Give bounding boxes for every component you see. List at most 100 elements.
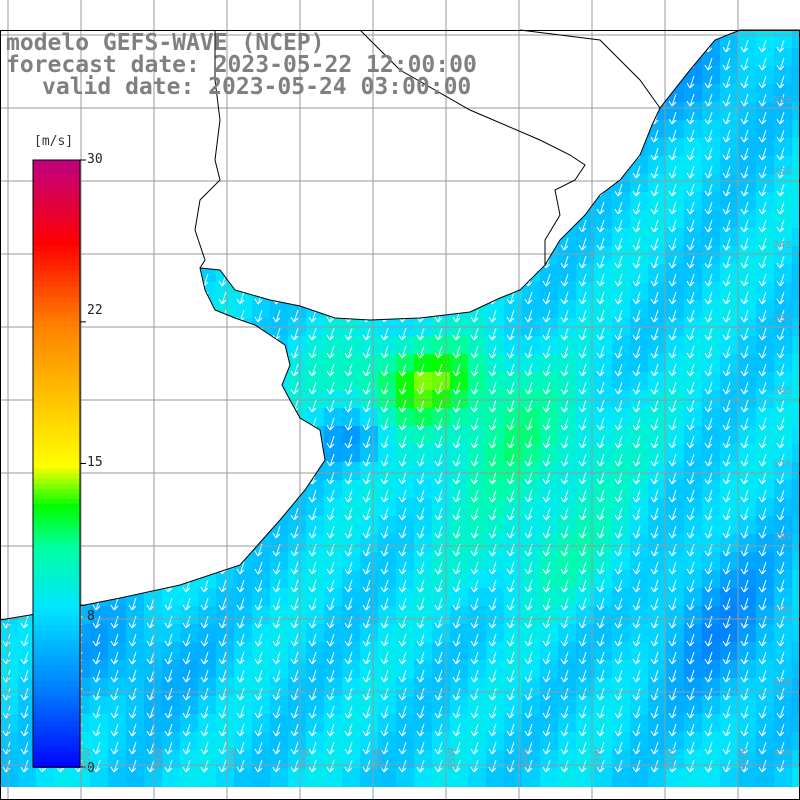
- wind-arrow: [776, 129, 785, 143]
- wind-cell: [252, 660, 271, 679]
- colorbar-segment: [33, 640, 80, 647]
- wind-cell: [468, 498, 487, 517]
- wind-arrow: [488, 381, 497, 395]
- wind-cell: [612, 426, 631, 445]
- wind-arrow: [380, 633, 389, 647]
- wind-arrow: [614, 417, 623, 431]
- wind-arrow: [488, 651, 497, 665]
- wind-arrow: [146, 345, 155, 359]
- wind-cell: [522, 480, 541, 499]
- wind-arrow: [650, 741, 659, 755]
- wind-arrow: [182, 291, 191, 305]
- wind-arrow: [344, 561, 353, 575]
- wind-arrow: [632, 201, 641, 215]
- wind-arrow: [362, 345, 371, 359]
- wind-arrow: [236, 741, 245, 755]
- wind-arrow: [668, 525, 677, 539]
- wind-cell: [234, 282, 253, 301]
- wind-arrow: [254, 471, 263, 485]
- wind-arrow: [20, 561, 29, 575]
- wind-arrow: [758, 309, 767, 323]
- wind-cell: [612, 300, 631, 319]
- wind-cell: [576, 660, 595, 679]
- wind-cell: [630, 570, 649, 589]
- wind-cell: [594, 192, 613, 211]
- wind-arrow: [326, 219, 335, 233]
- wind-cell: [414, 498, 433, 517]
- wind-arrow: [542, 471, 551, 485]
- wind-arrow: [650, 57, 659, 71]
- wind-arrow: [146, 237, 155, 251]
- wind-cell: [288, 264, 307, 283]
- wind-arrow: [416, 651, 425, 665]
- wind-cell: [594, 174, 613, 193]
- wind-arrow: [254, 723, 263, 737]
- wind-cell: [702, 696, 721, 715]
- wind-cell: [504, 282, 523, 301]
- wind-arrow: [704, 75, 713, 89]
- colorbar-segment: [33, 756, 80, 763]
- lat-label: 38S: [772, 532, 792, 543]
- wind-arrow: [542, 579, 551, 593]
- wind-arrow: [704, 147, 713, 161]
- wind-arrow: [524, 111, 533, 125]
- wind-arrow: [578, 687, 587, 701]
- wind-cell: [540, 66, 559, 85]
- wind-arrow: [20, 435, 29, 449]
- wind-cell: [396, 264, 415, 283]
- wind-arrow: [272, 183, 281, 197]
- wind-cell: [666, 156, 685, 175]
- wind-cell: [504, 714, 523, 733]
- wind-arrow: [344, 129, 353, 143]
- wind-cell: [684, 426, 703, 445]
- wind-cell: [270, 174, 289, 193]
- wind-cell: [270, 750, 289, 769]
- wind-cell: [522, 66, 541, 85]
- wind-arrow: [686, 597, 695, 611]
- wind-cell: [324, 228, 343, 247]
- wind-cell: [540, 534, 559, 553]
- wind-cell: [270, 570, 289, 589]
- wind-cell: [648, 714, 667, 733]
- wind-arrow: [776, 471, 785, 485]
- wind-cell: [378, 642, 397, 661]
- wind-arrow: [218, 741, 227, 755]
- wind-arrow: [146, 435, 155, 449]
- wind-cell: [486, 264, 505, 283]
- wind-cell: [360, 714, 379, 733]
- wind-arrow: [164, 453, 173, 467]
- wind-arrow: [758, 165, 767, 179]
- wind-arrow: [290, 615, 299, 629]
- wind-arrow: [182, 615, 191, 629]
- colorbar-segment: [33, 286, 80, 293]
- wind-cell: [630, 642, 649, 661]
- wind-cell: [198, 336, 217, 355]
- wind-cell: [324, 300, 343, 319]
- wind-arrow: [488, 309, 497, 323]
- wind-arrow: [758, 111, 767, 125]
- wind-arrow: [596, 237, 605, 251]
- wind-cell: [162, 192, 181, 211]
- wind-cell: [234, 336, 253, 355]
- wind-cell: [126, 606, 145, 625]
- wind-cell: [180, 426, 199, 445]
- wind-cell: [108, 426, 127, 445]
- wind-arrow: [20, 633, 29, 647]
- wind-arrow: [542, 201, 551, 215]
- colorbar-segment: [33, 483, 80, 490]
- wind-arrow: [650, 723, 659, 737]
- colorbar-segment: [33, 392, 80, 399]
- wind-arrow: [452, 147, 461, 161]
- wind-cell: [306, 606, 325, 625]
- wind-cell: [414, 624, 433, 643]
- wind-arrow: [272, 147, 281, 161]
- wind-cell: [342, 300, 361, 319]
- wind-arrow: [308, 183, 317, 197]
- wind-arrow: [56, 111, 65, 125]
- wind-cell: [756, 174, 775, 193]
- wind-cell: [342, 498, 361, 517]
- wind-cell: [594, 444, 613, 463]
- wind-arrow: [398, 471, 407, 485]
- wind-cell: [792, 534, 800, 553]
